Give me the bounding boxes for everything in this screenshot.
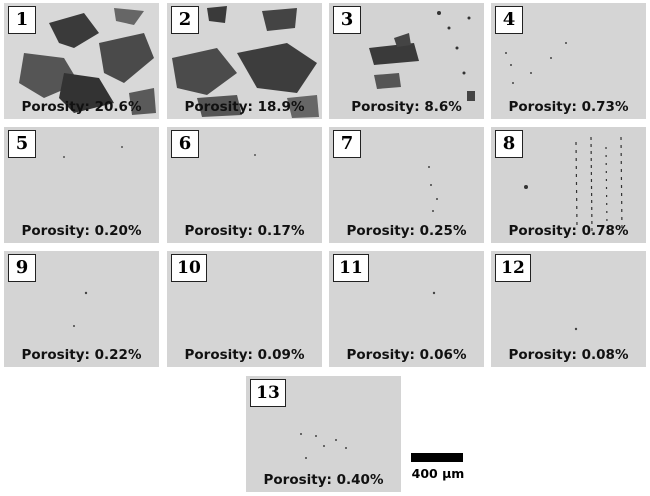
- micrograph-panel-12: 12 Porosity: 0.08%: [491, 251, 646, 367]
- porosity-label: Porosity: 0.78%: [508, 223, 629, 239]
- micrograph-image-2: [167, 3, 322, 119]
- porosity-label: Porosity: 0.73%: [508, 99, 629, 115]
- micrograph-panel-13: 13 Porosity: 0.40%: [246, 376, 401, 492]
- micrograph-panel-1: 1 Porosity: 20.6%: [4, 3, 159, 119]
- micrograph-panel-11: 11 Porosity: 0.06%: [329, 251, 484, 367]
- porosity-label: Porosity: 0.40%: [263, 472, 384, 488]
- panel-number: 6: [171, 130, 199, 158]
- panel-number: 4: [495, 6, 523, 34]
- porosity-label: Porosity: 0.06%: [346, 347, 467, 363]
- porosity-label: Porosity: 20.6%: [21, 99, 142, 115]
- panel-number: 7: [333, 130, 361, 158]
- panel-number: 1: [8, 6, 36, 34]
- porosity-label: Porosity: 0.17%: [184, 223, 305, 239]
- porosity-label: Porosity: 0.20%: [21, 223, 142, 239]
- porosity-label: Porosity: 0.25%: [346, 223, 467, 239]
- panel-number: 5: [8, 130, 36, 158]
- panel-number: 9: [8, 254, 36, 282]
- scale-bar: [411, 453, 463, 462]
- porosity-label: Porosity: 0.22%: [21, 347, 142, 363]
- panel-number: 13: [250, 379, 286, 407]
- panel-number: 11: [333, 254, 369, 282]
- porosity-label: Porosity: 8.6%: [351, 99, 462, 115]
- micrograph-panel-8: 8 Porosity: 0.78%: [491, 127, 646, 243]
- porosity-label: Porosity: 0.08%: [508, 347, 629, 363]
- panel-number: 8: [495, 130, 523, 158]
- panel-number: 3: [333, 6, 361, 34]
- panel-number: 10: [171, 254, 207, 282]
- porosity-label: Porosity: 0.09%: [184, 347, 305, 363]
- micrograph-panel-7: 7 Porosity: 0.25%: [329, 127, 484, 243]
- scale-bar-label: 400 µm: [411, 466, 465, 481]
- micrograph-panel-6: 6 Porosity: 0.17%: [167, 127, 322, 243]
- micrograph-panel-5: 5 Porosity: 0.20%: [4, 127, 159, 243]
- micrograph-panel-2: 2 Porosity: 18.9%: [167, 3, 322, 119]
- porosity-label: Porosity: 18.9%: [184, 99, 305, 115]
- micrograph-panel-10: 10 Porosity: 0.09%: [167, 251, 322, 367]
- panel-number: 12: [495, 254, 531, 282]
- micrograph-panel-3: 3 Porosity: 8.6%: [329, 3, 484, 119]
- micrograph-panel-9: 9 Porosity: 0.22%: [4, 251, 159, 367]
- micrograph-panel-4: 4 Porosity: 0.73%: [491, 3, 646, 119]
- panel-number: 2: [171, 6, 199, 34]
